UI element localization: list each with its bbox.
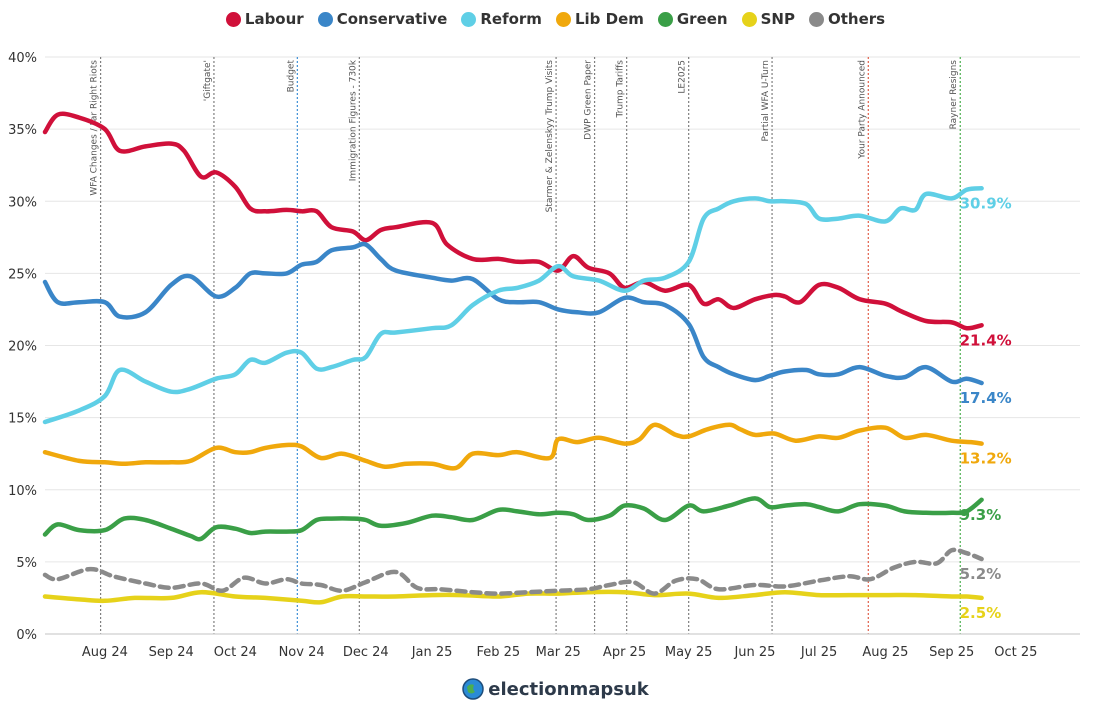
event-label: WFA Changes / Far Right Riots: [90, 60, 100, 196]
y-tick-label: 40%: [8, 51, 37, 66]
legend-label: Green: [676, 10, 728, 28]
x-tick-label: Dec 24: [343, 645, 389, 660]
brand-logo: electionmapsuk: [0, 678, 1111, 700]
legend-label: Others: [827, 10, 886, 28]
x-tick-label: Feb 25: [476, 645, 520, 660]
event-markers: WFA Changes / Far Right Riots 'Giftgate' B…: [90, 57, 961, 634]
end-label-labour: 21.4%: [960, 331, 1012, 349]
event-label: DWP Green Paper: [584, 60, 594, 140]
y-tick-label: 35%: [8, 123, 37, 138]
series-line-conservative: [42, 241, 984, 386]
x-tick-label: Mar 25: [536, 645, 581, 660]
x-tick-label: Nov 24: [279, 645, 325, 660]
end-label-reform: 30.9%: [960, 194, 1012, 212]
legend-swatch: [317, 11, 333, 27]
legend-label: Reform: [480, 10, 542, 28]
event-label: Your Party Announced: [857, 60, 867, 160]
event-label: Immigration Figures - 730k: [348, 59, 358, 181]
series-lines: [42, 111, 984, 605]
x-tick-label: Apr 25: [603, 645, 646, 660]
legend-item-conservative: Conservative: [317, 10, 448, 28]
end-label-lib-dem: 13.2%: [960, 450, 1012, 468]
legend-label: Conservative: [336, 10, 448, 28]
x-tick-label: Jan 25: [411, 645, 453, 660]
legend-item-green: Green: [657, 10, 728, 28]
event-label: Starmer & Zelenskyy Trump Visits: [545, 60, 555, 213]
end-label-green: 9.3%: [960, 506, 1002, 524]
gridlines: [45, 56, 1080, 635]
legend-item-others: Others: [808, 10, 886, 28]
x-tick-label: Aug 25: [862, 645, 908, 660]
series-line-lib-dem: [42, 422, 984, 471]
legend-item-lib-dem: Lib Dem: [555, 10, 644, 28]
y-tick-label: 5%: [16, 556, 37, 571]
series-line-labour: [42, 111, 984, 331]
y-tick-label: 25%: [8, 267, 37, 282]
chart-legend: Labour Conservative Reform Lib Dem Green SNP O…: [0, 10, 1111, 28]
legend-item-reform: Reform: [461, 10, 542, 28]
legend-swatch: [461, 11, 477, 27]
event-label: 'Giftgate': [203, 60, 213, 101]
x-tick-label: Jul 25: [800, 645, 837, 660]
event-label: LE2025: [678, 60, 688, 94]
legend-swatch: [808, 11, 824, 27]
event-label: Trump Tariffs: [616, 60, 626, 119]
end-label-snp: 2.5%: [960, 604, 1002, 622]
legend-item-snp: SNP: [741, 10, 795, 28]
axes: 0% 5% 10% 15% 20% 25% 30% 35% 40% Aug 24 Sep 24 Oct…: [8, 51, 1080, 660]
brand-name: electionmapsuk: [488, 678, 649, 700]
y-tick-label: 10%: [8, 484, 37, 499]
y-tick-label: 30%: [8, 195, 37, 210]
legend-item-labour: Labour: [225, 10, 304, 28]
legend-swatch: [555, 11, 571, 27]
x-tick-label: Oct 24: [214, 645, 257, 660]
y-tick-label: 0%: [16, 628, 37, 643]
x-tick-label: Sep 25: [929, 645, 974, 660]
legend-swatch: [657, 11, 673, 27]
series-line-reform: [42, 186, 984, 425]
y-tick-label: 15%: [8, 412, 37, 427]
x-tick-label: Aug 24: [82, 645, 128, 660]
x-tick-label: May 25: [665, 645, 713, 660]
end-label-others: 5.2%: [960, 565, 1002, 583]
series-line-others: [42, 547, 984, 596]
x-tick-label: Oct 25: [994, 645, 1037, 660]
event-label: Rayner Resigns: [949, 60, 959, 130]
legend-label: SNP: [760, 10, 795, 28]
series-line-snp: [42, 589, 984, 605]
x-tick-label: Sep 24: [149, 645, 194, 660]
legend-label: Labour: [244, 10, 304, 28]
legend-swatch: [741, 11, 757, 27]
end-label-conservative: 17.4%: [960, 389, 1012, 407]
y-tick-label: 20%: [8, 340, 37, 355]
legend-label: Lib Dem: [574, 10, 644, 28]
globe-icon: [462, 678, 484, 700]
end-labels: 21.4% 17.4% 30.9% 13.2% 9.3% 2.5% 5.2%: [960, 194, 1012, 622]
series-line-green: [42, 496, 984, 542]
x-tick-label: Jun 25: [733, 645, 775, 660]
legend-swatch: [225, 11, 241, 27]
event-label: Budget: [286, 60, 296, 93]
event-label: Partial WFA U-Turn: [761, 60, 771, 142]
